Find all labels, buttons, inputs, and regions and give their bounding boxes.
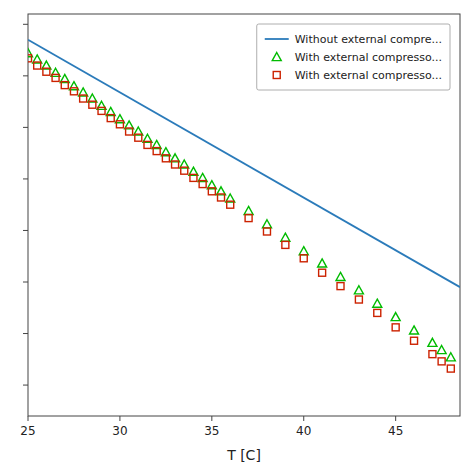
- legend-swatch: [265, 38, 289, 40]
- point: [373, 299, 382, 307]
- point: [181, 167, 188, 174]
- point: [135, 134, 142, 141]
- point: [437, 346, 446, 354]
- point: [98, 107, 105, 114]
- point: [190, 174, 197, 181]
- legend-frame: [257, 24, 450, 90]
- x-tick: [119, 416, 120, 421]
- legend-label: Without external compre...: [295, 33, 442, 46]
- y-tick: [23, 333, 28, 334]
- point: [337, 283, 344, 290]
- point: [116, 121, 123, 128]
- y-tick: [23, 282, 28, 283]
- point: [319, 269, 326, 276]
- point: [172, 161, 179, 168]
- legend-swatch: [273, 72, 280, 79]
- point: [281, 233, 290, 241]
- x-tick-label: 40: [296, 424, 311, 438]
- point: [429, 351, 436, 358]
- point: [61, 82, 68, 89]
- chart: 25 30 35 40 45 T [C] Without external compre..…: [0, 0, 474, 474]
- point: [374, 309, 381, 316]
- y-tick: [23, 230, 28, 231]
- y-tick: [23, 178, 28, 179]
- point: [199, 181, 206, 188]
- point: [318, 259, 327, 267]
- point: [245, 215, 252, 222]
- point: [218, 194, 225, 201]
- x-tick: [303, 416, 304, 421]
- y-tick: [23, 127, 28, 128]
- point: [162, 155, 169, 162]
- x-tick: [211, 416, 212, 421]
- x-tick-label: 35: [204, 424, 219, 438]
- point: [244, 206, 253, 214]
- point: [28, 55, 32, 62]
- x-tick: [395, 416, 396, 421]
- point: [227, 201, 234, 208]
- point: [262, 220, 271, 228]
- x-tick-label: 25: [20, 424, 35, 438]
- point: [446, 353, 455, 361]
- point: [447, 365, 454, 372]
- plot-frame: [28, 14, 460, 416]
- point: [80, 95, 87, 102]
- point: [70, 88, 77, 95]
- y-tick: [23, 385, 28, 386]
- y-tick: [23, 24, 28, 25]
- y-tick: [23, 75, 28, 76]
- point: [299, 247, 308, 255]
- point: [153, 148, 160, 155]
- legend-label: With external compresso...: [295, 69, 442, 82]
- point: [282, 241, 289, 248]
- point: [89, 101, 96, 108]
- point: [410, 326, 419, 334]
- point: [263, 228, 270, 235]
- x-tick-label: 30: [112, 424, 127, 438]
- point: [392, 324, 399, 331]
- point: [354, 286, 363, 294]
- point: [391, 313, 400, 321]
- point: [144, 141, 151, 148]
- point: [126, 128, 133, 135]
- point: [52, 74, 59, 81]
- x-axis-label: T [C]: [226, 447, 261, 463]
- point: [43, 68, 50, 75]
- point: [336, 272, 345, 280]
- x-tick-label: 45: [388, 424, 403, 438]
- point: [438, 358, 445, 365]
- x-tick: [28, 416, 29, 421]
- point: [411, 337, 418, 344]
- point: [428, 338, 437, 346]
- point: [107, 115, 114, 122]
- point: [34, 62, 41, 69]
- series-line: [28, 40, 460, 287]
- legend-label: With external compresso...: [295, 51, 442, 64]
- legend: Without external compre... With external …: [257, 24, 450, 90]
- point: [300, 255, 307, 262]
- legend-swatch: [272, 53, 281, 61]
- point: [355, 296, 362, 303]
- point: [208, 188, 215, 195]
